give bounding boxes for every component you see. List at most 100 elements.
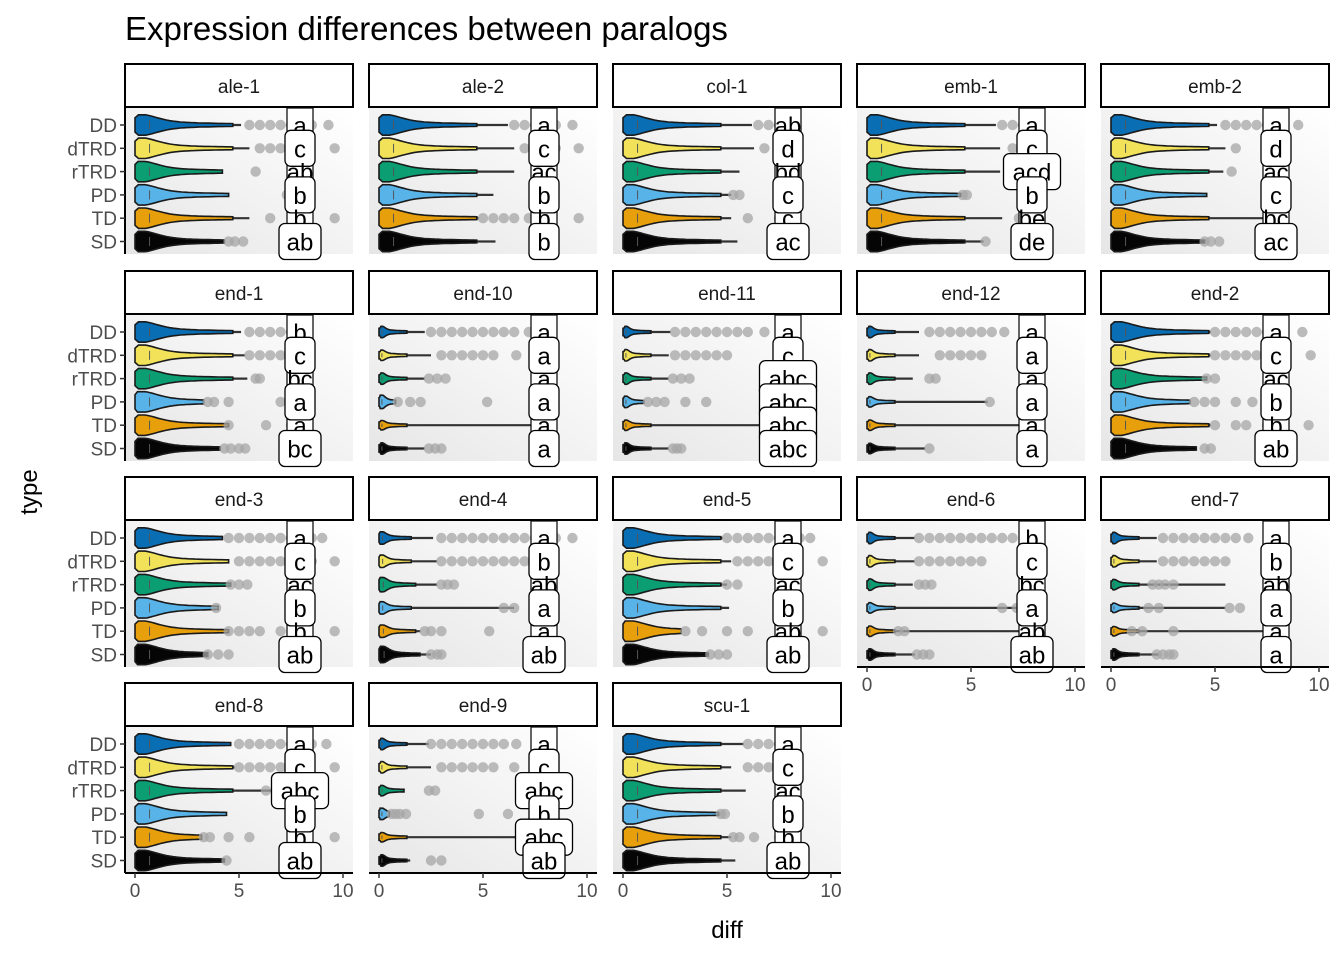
x-tick-label: 10	[332, 881, 353, 902]
outlier-point	[265, 213, 276, 224]
outlier-point	[934, 326, 945, 338]
x-tick-label: 5	[966, 675, 977, 696]
outlier-point	[1189, 556, 1200, 567]
outlier-point	[721, 626, 733, 637]
significance-letter: d	[1269, 136, 1282, 163]
letter-box	[1260, 176, 1292, 214]
outlier-point	[1220, 350, 1231, 361]
violin-DD	[1110, 531, 1140, 545]
outlier-point	[945, 556, 956, 567]
outlier-point	[488, 213, 499, 224]
violin-dTRD	[378, 349, 408, 362]
violin-SD	[866, 648, 896, 661]
outlier-point	[965, 350, 977, 361]
outlier-point	[913, 532, 925, 544]
outlier-point	[1220, 119, 1231, 131]
violin-DD	[866, 325, 896, 339]
letter-box	[772, 589, 804, 627]
outlier-point	[721, 649, 733, 660]
violin-rTRD	[134, 367, 234, 390]
outlier-point	[223, 420, 234, 431]
significance-letter: c	[294, 549, 306, 576]
violin-dTRD	[866, 348, 896, 362]
outlier-point	[265, 119, 276, 131]
outlier-point	[477, 762, 489, 773]
outlier-point	[1297, 326, 1308, 338]
outlier-point	[955, 326, 966, 338]
outlier-point	[477, 738, 489, 750]
outlier-point	[488, 326, 499, 338]
y-tick-label: dTRD	[67, 758, 117, 779]
outlier-point	[223, 532, 234, 544]
outlier-point	[425, 855, 437, 866]
x-tick-label: 10	[576, 881, 597, 902]
outlier-point	[732, 326, 743, 338]
outlier-point	[509, 602, 520, 614]
facet-label: col-1	[706, 77, 747, 98]
letter-box	[278, 841, 322, 880]
outlier-point	[1199, 556, 1210, 567]
letter-box	[528, 542, 560, 580]
outlier-point	[392, 396, 403, 408]
violin-SD	[378, 230, 478, 253]
letter-box	[1260, 336, 1292, 374]
y-tick-label: dTRD	[67, 346, 117, 367]
violin-DD	[622, 733, 722, 755]
outlier-point	[244, 556, 255, 567]
outlier-point	[573, 213, 584, 224]
violin-DD	[378, 114, 478, 136]
violin-rTRD	[134, 160, 224, 183]
outlier-point	[721, 532, 733, 544]
facet-strip	[612, 63, 842, 108]
x-tick-label: 5	[722, 881, 733, 902]
outlier-point	[488, 350, 499, 361]
outlier-point	[457, 762, 468, 773]
outlier-point	[997, 119, 1008, 131]
letter-box	[1260, 635, 1292, 674]
outlier-point	[488, 556, 499, 567]
outlier-point	[244, 119, 255, 131]
outlier-point	[1189, 396, 1200, 408]
facet-label: end-6	[947, 490, 996, 511]
letter-box	[772, 176, 804, 214]
significance-letter: a	[537, 437, 551, 464]
facet-strip	[368, 63, 598, 108]
x-tick-label: 10	[1308, 675, 1329, 696]
violin-rTRD	[866, 160, 966, 183]
outlier-point	[1205, 443, 1217, 454]
outlier-point	[436, 649, 447, 660]
letter-box	[772, 129, 804, 167]
outlier-point	[753, 556, 764, 567]
outlier-point	[265, 326, 276, 338]
y-tick-label: PD	[91, 186, 117, 207]
outlier-point	[254, 532, 265, 544]
outlier-point	[1189, 532, 1200, 544]
outlier-point	[436, 532, 447, 544]
letter-box	[528, 429, 560, 468]
outlier-point	[265, 143, 276, 154]
outlier-point	[945, 350, 956, 361]
violin-rTRD	[378, 576, 417, 593]
outlier-point	[233, 738, 245, 750]
violin-rTRD	[1110, 578, 1140, 591]
outlier-point	[265, 762, 276, 773]
outlier-point	[705, 649, 716, 660]
letter-box	[284, 336, 316, 374]
outlier-point	[498, 532, 509, 544]
outlier-point	[651, 396, 662, 408]
violin-PD	[1110, 602, 1140, 614]
outlier-point	[254, 143, 265, 154]
facet-label: end-4	[459, 490, 508, 511]
violin-TD	[378, 207, 478, 230]
significance-letter: c	[1270, 183, 1282, 210]
outlier-point	[210, 602, 222, 614]
outlier-point	[223, 396, 234, 408]
outlier-point	[701, 350, 712, 361]
outlier-point	[721, 579, 733, 590]
outlier-point	[567, 532, 578, 544]
outlier-point	[1303, 420, 1314, 431]
violin-rTRD	[622, 160, 722, 183]
